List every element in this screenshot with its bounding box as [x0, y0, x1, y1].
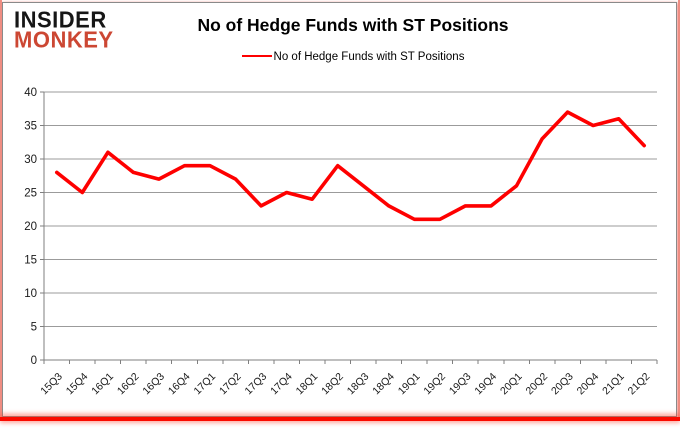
svg-text:5: 5 — [31, 322, 37, 334]
svg-text:16Q3: 16Q3 — [140, 371, 167, 398]
svg-text:19Q2: 19Q2 — [421, 371, 448, 398]
svg-text:18Q2: 18Q2 — [319, 371, 346, 398]
svg-text:35: 35 — [24, 121, 37, 133]
svg-text:15Q3: 15Q3 — [38, 371, 65, 398]
legend-line-icon — [241, 55, 272, 57]
svg-text:16Q2: 16Q2 — [115, 371, 142, 398]
svg-text:25: 25 — [24, 188, 37, 200]
chart-title: No of Hedge Funds with ST Positions — [197, 15, 509, 35]
svg-text:16Q1: 16Q1 — [89, 371, 116, 398]
svg-text:19Q3: 19Q3 — [447, 371, 474, 398]
insider-monkey-logo: INSIDER MONKEY — [14, 6, 114, 53]
svg-text:20Q4: 20Q4 — [575, 371, 602, 398]
y-axis-tick-labels: 0 5 10 15 20 25 30 35 40 — [24, 87, 37, 367]
svg-text:15Q4: 15Q4 — [64, 371, 91, 398]
svg-text:40: 40 — [24, 87, 37, 99]
svg-text:18Q1: 18Q1 — [294, 371, 321, 398]
frame-red-left-edge — [0, 0, 2, 420]
svg-text:17Q1: 17Q1 — [191, 371, 218, 398]
svg-text:17Q2: 17Q2 — [217, 371, 244, 398]
legend-label: No of Hedge Funds with ST Positions — [273, 51, 465, 63]
svg-text:18Q4: 18Q4 — [370, 371, 397, 398]
svg-text:10: 10 — [24, 288, 37, 300]
frame-red-bottom-band — [0, 417, 680, 421]
chart-frame: INSIDER MONKEY No of Hedge Funds with ST… — [2, 2, 677, 417]
svg-text:20Q3: 20Q3 — [549, 371, 576, 398]
svg-text:17Q4: 17Q4 — [268, 371, 295, 398]
svg-text:19Q4: 19Q4 — [472, 371, 499, 398]
logo-monkey-text: MONKEY — [14, 26, 114, 53]
svg-text:16Q4: 16Q4 — [166, 371, 193, 398]
frame-red-right-edge — [678, 0, 680, 420]
svg-text:21Q1: 21Q1 — [600, 371, 627, 398]
x-axis-ticks — [43, 360, 658, 364]
series-line-st-positions — [54, 110, 647, 222]
svg-text:20Q1: 20Q1 — [498, 371, 525, 398]
svg-text:30: 30 — [24, 154, 37, 166]
svg-text:21Q2: 21Q2 — [626, 371, 653, 398]
svg-text:18Q3: 18Q3 — [345, 371, 372, 398]
x-axis-tick-labels: 15Q315Q416Q116Q216Q316Q417Q117Q217Q317Q4… — [38, 371, 652, 398]
svg-text:15: 15 — [24, 255, 37, 267]
svg-text:20Q2: 20Q2 — [524, 371, 551, 398]
svg-text:0: 0 — [31, 355, 37, 367]
line-chart: 0 5 10 15 20 25 30 35 40 15Q315Q416Q116Q216Q316Q4… — [24, 87, 658, 398]
logo-insider-text: INSIDER — [14, 6, 107, 33]
svg-text:17Q3: 17Q3 — [243, 371, 270, 398]
svg-text:19Q1: 19Q1 — [396, 371, 423, 398]
chart-legend: No of Hedge Funds with ST Positions — [123, 51, 583, 63]
svg-text:20: 20 — [24, 221, 37, 233]
gridlines — [40, 91, 657, 361]
